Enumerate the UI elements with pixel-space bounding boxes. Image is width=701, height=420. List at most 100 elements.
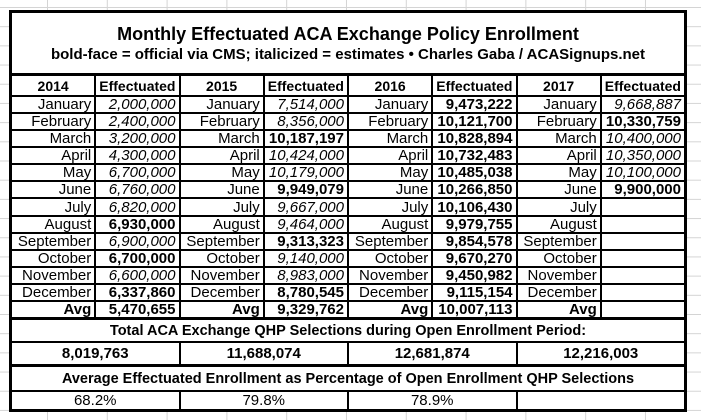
enrollment-value-cell[interactable]: 6,337,860 [96,284,181,300]
enrollment-value-cell[interactable]: 10,732,483 [433,148,518,164]
month-label-cell[interactable]: September [12,233,97,249]
enrollment-value-cell[interactable]: 6,700,000 [96,250,181,266]
enrollment-value-cell[interactable]: 9,313,323 [265,233,349,249]
month-label-cell[interactable]: May [349,165,434,181]
enrollment-value-cell[interactable]: 10,485,038 [433,165,518,181]
enrollment-value-cell[interactable]: 3,200,000 [96,131,181,147]
enrollment-value-cell[interactable]: 9,115,154 [433,284,518,300]
month-label-cell[interactable]: January [12,97,97,113]
enrollment-value-cell[interactable]: 10,106,430 [433,199,518,215]
month-label-cell[interactable]: December [518,284,602,300]
enrollment-value-cell[interactable]: 9,464,000 [265,216,349,232]
month-label-cell[interactable]: December [12,284,97,300]
enrollment-value-cell[interactable] [602,302,684,317]
enrollment-value-cell[interactable]: 10,330,759 [605,114,681,130]
month-label-cell[interactable]: May [518,165,602,181]
month-label-cell[interactable]: August [181,216,265,232]
month-label-cell[interactable]: June [181,182,265,198]
enrollment-value-cell[interactable]: 6,760,000 [96,182,181,198]
enrollment-value-cell[interactable]: 9,329,762 [265,301,349,318]
month-label-cell[interactable]: September [518,233,602,249]
enrollment-value-cell[interactable] [602,234,684,249]
enrollment-value-cell[interactable]: 10,424,000 [265,148,349,164]
month-label-cell[interactable]: January [518,97,602,113]
month-label-cell[interactable]: April [349,148,434,164]
enrollment-value-cell[interactable]: 4,300,000 [96,148,181,164]
month-label-cell[interactable]: November [12,267,97,283]
enrollment-value-cell[interactable]: 10,350,000 [605,148,681,164]
enrollment-value-cell[interactable]: 9,450,982 [433,267,518,283]
month-label-cell[interactable]: October [181,250,265,266]
header-year-2016[interactable]: 2016 [349,76,434,95]
month-label-cell[interactable]: August [349,216,434,232]
avg-label-cell[interactable]: Avg [349,301,434,318]
month-label-cell[interactable]: June [518,182,602,198]
header-year-2015[interactable]: 2015 [181,76,265,95]
table-title-block[interactable]: Monthly Effectuated ACA Exchange Policy … [12,13,684,76]
enrollment-value-cell[interactable]: 8,983,000 [265,267,349,283]
month-label-cell[interactable]: September [181,233,265,249]
enrollment-value-cell[interactable] [602,268,684,283]
enrollment-value-cell[interactable]: 10,007,113 [433,301,518,318]
month-label-cell[interactable]: July [181,199,265,215]
header-year-2017[interactable]: 2017 [518,76,602,95]
month-label-cell[interactable]: July [12,199,97,215]
month-label-cell[interactable]: February [181,114,265,130]
effectuated-percentage-header[interactable]: Average Effectuated Enrollment as Percen… [12,367,684,392]
pct-cell-2014[interactable]: 68.2% [12,392,181,409]
avg-label-cell[interactable]: Avg [181,301,265,318]
enrollment-value-cell[interactable]: 6,700,000 [96,165,181,181]
month-label-cell[interactable]: August [518,216,602,232]
enrollment-value-cell[interactable] [602,251,684,266]
enrollment-value-cell[interactable]: 2,400,000 [96,114,181,130]
month-label-cell[interactable]: November [518,267,602,283]
enrollment-value-cell[interactable]: 9,854,578 [433,233,518,249]
header-effectuated-2014[interactable]: Effectuated [96,76,181,95]
month-label-cell[interactable]: September [349,233,434,249]
header-effectuated-2015[interactable]: Effectuated [265,76,349,95]
enrollment-value-cell[interactable]: 10,828,894 [433,131,518,147]
enrollment-value-cell[interactable]: 7,514,000 [265,97,349,113]
month-label-cell[interactable]: July [518,199,602,215]
enrollment-value-cell[interactable]: 6,600,000 [96,267,181,283]
month-label-cell[interactable]: April [181,148,265,164]
month-label-cell[interactable]: May [181,165,265,181]
enrollment-value-cell[interactable]: 10,121,700 [433,114,518,130]
enrollment-value-cell[interactable]: 9,140,000 [265,250,349,266]
month-label-cell[interactable]: November [181,267,265,283]
enrollment-value-cell[interactable]: 6,930,000 [96,216,181,232]
month-label-cell[interactable]: August [12,216,97,232]
avg-label-cell[interactable]: Avg [12,301,97,318]
qhp-total-cell-2016[interactable]: 12,681,874 [349,343,518,364]
enrollment-value-cell[interactable]: 9,668,887 [614,97,681,113]
avg-label-cell[interactable]: Avg [518,301,602,318]
month-label-cell[interactable]: December [181,284,265,300]
month-label-cell[interactable]: January [181,97,265,113]
month-label-cell[interactable]: October [518,250,602,266]
header-effectuated-2017[interactable]: Effectuated [604,77,681,94]
month-label-cell[interactable]: May [12,165,97,181]
qhp-total-cell-2015[interactable]: 11,688,074 [181,343,349,364]
month-label-cell[interactable]: November [349,267,434,283]
enrollment-value-cell[interactable]: 9,667,000 [265,199,349,215]
enrollment-value-cell[interactable]: 9,670,270 [433,250,518,266]
month-label-cell[interactable]: February [518,114,602,130]
qhp-total-cell-2014[interactable]: 8,019,763 [12,343,181,364]
enrollment-value-cell[interactable]: 10,187,197 [265,131,349,147]
qhp-selections-header[interactable]: Total ACA Exchange QHP Selections during… [12,317,684,343]
month-label-cell[interactable]: January [349,97,434,113]
pct-cell-2015[interactable]: 79.8% [181,392,349,409]
enrollment-value-cell[interactable]: 10,179,000 [265,165,349,181]
month-label-cell[interactable]: February [12,114,97,130]
enrollment-value-cell[interactable]: 5,470,655 [96,301,181,318]
enrollment-value-cell[interactable] [602,217,684,232]
enrollment-value-cell[interactable]: 10,400,000 [605,131,681,147]
header-year-2014[interactable]: 2014 [12,76,97,95]
enrollment-value-cell[interactable]: 9,949,079 [265,182,349,198]
month-label-cell[interactable]: December [349,284,434,300]
pct-cell-2016[interactable]: 78.9% [349,392,518,409]
month-label-cell[interactable]: March [349,131,434,147]
enrollment-value-cell[interactable]: 10,266,850 [433,182,518,198]
month-label-cell[interactable]: April [518,148,602,164]
month-label-cell[interactable]: October [12,250,97,266]
